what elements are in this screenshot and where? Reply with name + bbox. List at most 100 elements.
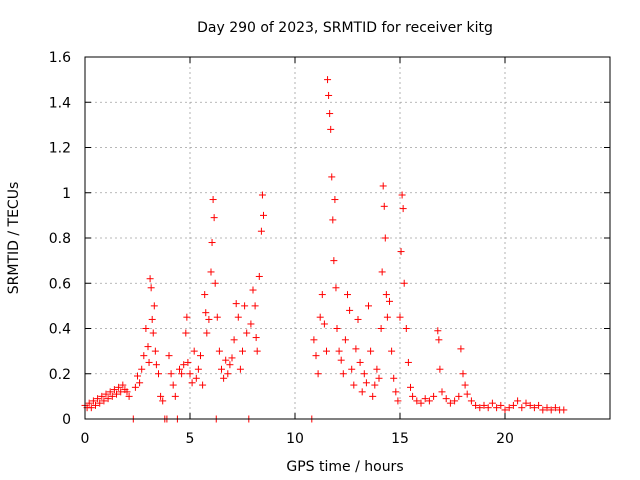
data-point <box>239 347 246 355</box>
data-point <box>228 354 236 362</box>
x-tick-label: 10 <box>286 431 304 447</box>
x-tick-label: 0 <box>81 431 90 447</box>
data-point <box>421 395 429 403</box>
data-point <box>472 401 480 409</box>
data-point <box>402 325 410 332</box>
data-point <box>89 397 97 405</box>
data-point <box>493 404 501 412</box>
data-points <box>81 76 568 423</box>
data-point <box>104 395 112 403</box>
data-point <box>409 392 417 400</box>
y-axis-label: SRMTID / TECUs <box>6 182 22 295</box>
data-point <box>102 390 110 398</box>
data-point <box>373 365 381 373</box>
y-tick-label: 1 <box>62 186 71 202</box>
data-point <box>329 216 337 224</box>
data-point <box>310 336 318 344</box>
data-point <box>397 248 405 256</box>
data-point <box>369 392 377 400</box>
x-tick-label: 5 <box>186 431 195 447</box>
data-point <box>526 401 534 409</box>
data-point <box>232 300 240 308</box>
data-point <box>136 379 144 387</box>
data-point <box>100 397 108 405</box>
data-point <box>148 315 156 323</box>
data-point <box>165 352 173 360</box>
data-point <box>436 365 444 373</box>
y-tick-label: 0.4 <box>49 322 71 338</box>
data-point <box>543 404 551 412</box>
data-point <box>205 315 213 323</box>
data-point <box>323 347 330 355</box>
data-point <box>96 399 104 407</box>
data-point <box>222 356 230 364</box>
y-tick-label: 1.4 <box>49 95 71 111</box>
data-point <box>509 401 517 409</box>
data-point <box>253 347 261 355</box>
data-point <box>463 390 471 398</box>
data-point <box>255 272 263 280</box>
data-point <box>530 404 538 412</box>
data-point <box>451 397 459 405</box>
data-point <box>182 329 190 337</box>
data-point <box>209 196 217 204</box>
data-point <box>98 392 106 400</box>
data-point <box>459 370 467 378</box>
data-point <box>171 392 179 400</box>
data-point <box>125 392 133 400</box>
data-point <box>331 196 339 204</box>
data-point <box>157 392 165 400</box>
data-point <box>332 284 340 292</box>
data-point <box>356 358 364 366</box>
data-point <box>218 365 225 373</box>
data-point <box>344 291 351 299</box>
data-point <box>312 352 320 360</box>
data-point <box>505 404 513 412</box>
data-point <box>199 381 207 389</box>
y-tick-label: 0 <box>62 412 71 428</box>
data-point <box>362 379 370 387</box>
y-tick-label: 0.8 <box>49 231 71 247</box>
data-point <box>438 388 446 396</box>
data-point <box>149 329 157 337</box>
data-point <box>314 370 322 378</box>
data-point <box>92 401 99 409</box>
data-point <box>147 284 155 292</box>
data-point <box>115 383 123 391</box>
data-point <box>348 365 356 373</box>
data-point <box>378 268 386 276</box>
data-point <box>117 388 125 396</box>
data-point <box>535 401 543 409</box>
data-point <box>337 356 345 364</box>
data-point <box>560 406 568 414</box>
data-point <box>215 347 223 355</box>
data-point <box>123 388 131 396</box>
data-point <box>151 347 159 355</box>
data-point <box>201 291 209 299</box>
data-point <box>241 302 249 310</box>
data-point <box>110 386 118 394</box>
data-point <box>346 306 354 314</box>
data-point <box>203 329 211 337</box>
data-point <box>316 313 324 321</box>
data-point <box>339 370 347 378</box>
data-point <box>251 302 259 310</box>
data-point <box>236 365 244 373</box>
data-point <box>243 329 251 337</box>
data-point <box>360 370 368 378</box>
data-point <box>113 390 120 398</box>
data-point <box>87 404 95 412</box>
data-point <box>108 392 116 400</box>
data-point <box>252 334 260 342</box>
data-point <box>176 365 183 373</box>
data-point <box>327 125 335 133</box>
data-point <box>484 404 492 412</box>
data-point <box>434 327 442 335</box>
data-point <box>211 279 219 287</box>
data-point <box>333 325 341 332</box>
data-point <box>381 234 389 242</box>
data-point <box>167 370 175 378</box>
data-point <box>324 76 332 84</box>
data-point <box>213 313 221 321</box>
y-tick-label: 0.2 <box>49 367 71 383</box>
